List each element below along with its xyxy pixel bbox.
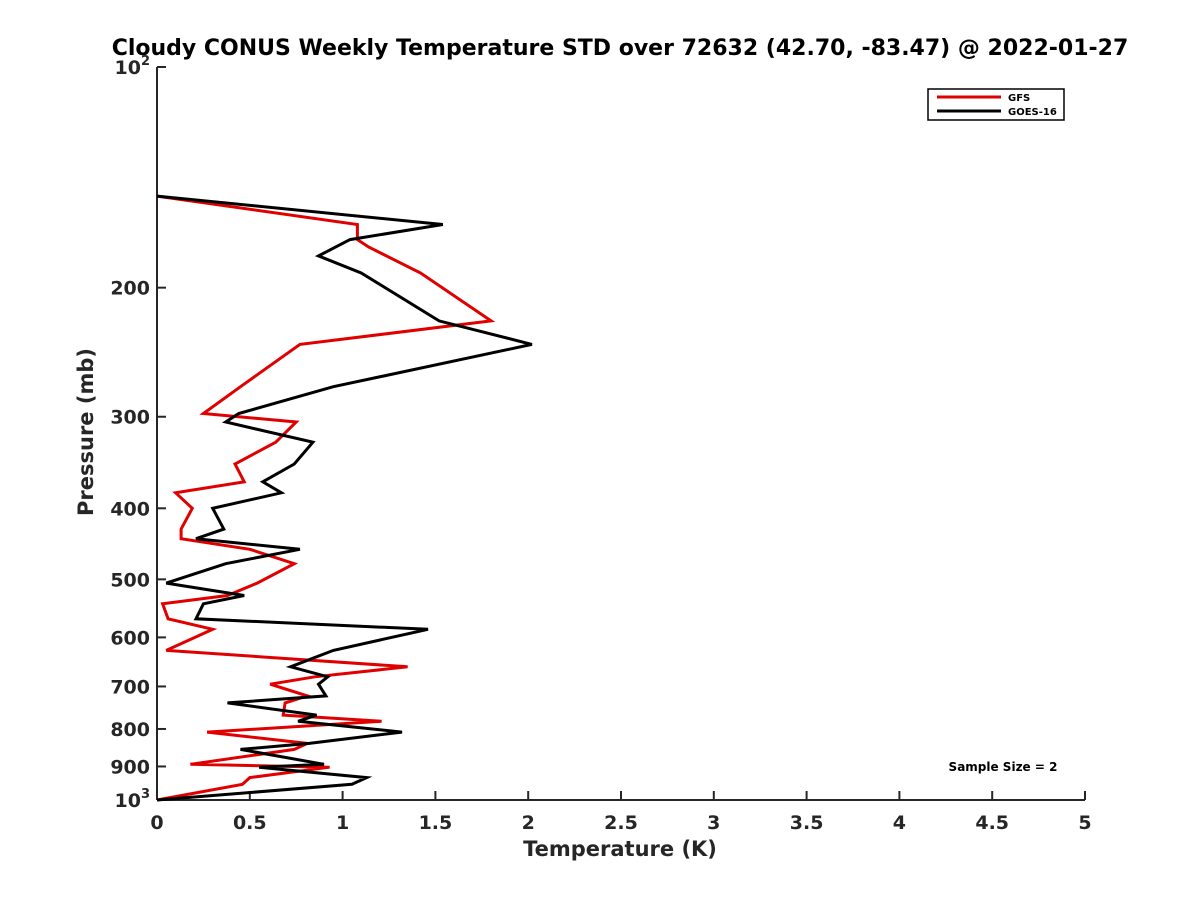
y-tick-label: 600 [110, 627, 150, 649]
x-tick-label: 4 [893, 812, 906, 834]
x-tick-label: 1 [336, 812, 349, 834]
y-tick-label: 300 [110, 407, 150, 429]
x-tick-label: 0.5 [233, 812, 267, 834]
y-tick-label: 800 [110, 719, 150, 741]
y-tick-label: 700 [110, 676, 150, 698]
x-tick-label: 2.5 [604, 812, 638, 834]
y-tick-label: 103 [115, 787, 151, 812]
y-tick-label: 900 [110, 756, 150, 778]
legend-box [927, 88, 1065, 121]
y-tick-label: 400 [110, 498, 150, 520]
x-tick-label: 3.5 [790, 812, 824, 834]
legend: GFS GOES-16 [927, 88, 1065, 121]
x-axis-title: Temperature (K) [523, 837, 717, 861]
legend-label: GOES-16 [1008, 107, 1057, 118]
sample-size-annotation: Sample Size = 2 [949, 760, 1058, 774]
axes: 0 0.5 1 1.5 2 2.5 3 3.5 4 4.5 5 102 200 300 400 500 600 7… [110, 54, 1091, 834]
x-tick-label: 2 [522, 812, 535, 834]
y-tick-label: 200 [110, 278, 150, 300]
x-tick-label: 5 [1078, 812, 1091, 834]
series-lines [156, 194, 533, 802]
chart-title: Cloudy CONUS Weekly Temperature STD over… [112, 36, 1129, 61]
x-tick-label: 1.5 [419, 812, 453, 834]
x-tick-label: 3 [707, 812, 720, 834]
legend-label: GFS [1008, 93, 1030, 104]
series-line-goes-16 [156, 194, 533, 802]
series-line-gfs [156, 194, 496, 802]
x-tick-label: 0 [150, 812, 163, 834]
x-tick-label: 4.5 [975, 812, 1009, 834]
y-tick-label: 102 [115, 54, 151, 79]
y-axis-title: Pressure (mb) [74, 348, 98, 516]
y-tick-label: 500 [110, 569, 150, 591]
